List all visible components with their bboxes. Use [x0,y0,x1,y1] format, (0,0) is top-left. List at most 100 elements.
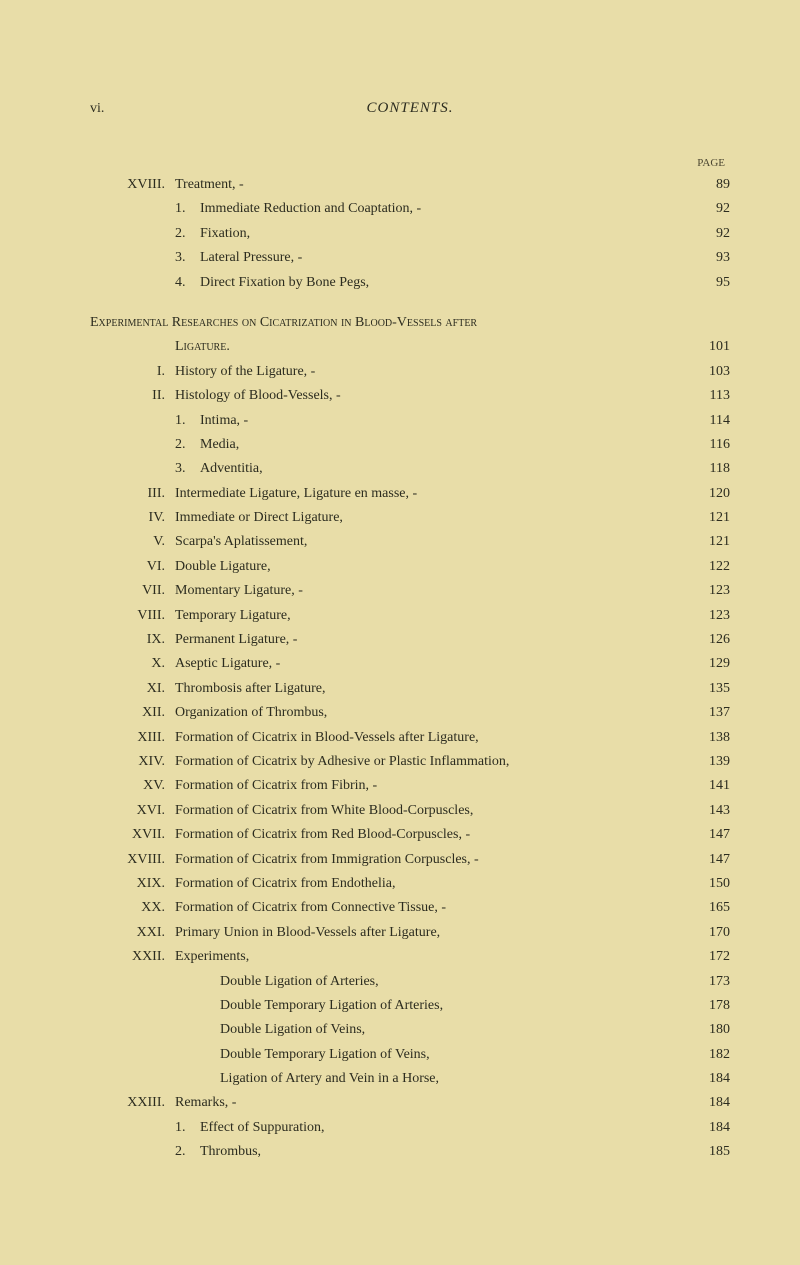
entry-text: Remarks, - [175,1092,685,1114]
entry-page: 172 [685,946,730,968]
entry-text: Formation of Cicatrix from White Blood-C… [175,800,685,822]
sub-entry: Double Temporary Ligation of Arteries,17… [220,995,730,1017]
entry-page: 150 [685,873,730,895]
entry-page: 184 [685,1068,730,1090]
sub-num: 2. [175,223,200,245]
entry-roman: X. [90,653,175,675]
entry-page: 184 [685,1092,730,1114]
toc-entry: XVI.Formation of Cicatrix from White Blo… [90,800,730,822]
entry-text: Histology of Blood-Vessels, - [175,385,685,407]
page-column-label: PAGE [90,157,730,169]
entry-roman: I. [90,361,175,383]
entry-page: 138 [685,727,730,749]
section-line2: Ligature. [175,336,685,358]
sub-entry: 2. Thrombus, 185 [175,1141,730,1163]
toc-entry: XX.Formation of Cicatrix from Connective… [90,897,730,919]
entry-page: 95 [685,272,730,294]
entry-roman: XIV. [90,751,175,773]
entry-page: 147 [685,849,730,871]
entry-roman: VIII. [90,605,175,627]
entry-roman: XII. [90,702,175,724]
toc-entry: XVIII. Treatment, - 89 [90,174,730,196]
entry-page: 173 [685,971,730,993]
entry-page: 137 [685,702,730,724]
entry-roman: IV. [90,507,175,529]
entry-text: Temporary Ligature, [175,605,685,627]
toc-entry: XXI.Primary Union in Blood-Vessels after… [90,922,730,944]
toc-entry: XXIII. Remarks, - 184 [90,1092,730,1114]
entry-text: Intermediate Ligature, Ligature en masse… [175,483,685,505]
sub-text: Media, [200,434,685,456]
sub-num: 4. [175,272,200,294]
sub-num: 3. [175,458,200,480]
entry-text: Formation of Cicatrix from Fibrin, - [175,775,685,797]
entry-roman: XVIII. [90,849,175,871]
toc-entry: IX.Permanent Ligature, -126 [90,629,730,651]
entry-roman: XXII. [90,946,175,968]
entry-text: History of the Ligature, - [175,361,685,383]
entry-page: 103 [685,361,730,383]
sub-text: Immediate Reduction and Coaptation, - [200,198,685,220]
entry-roman: XI. [90,678,175,700]
entry-roman: XXIII. [90,1092,175,1114]
toc-entry: XVII.Formation of Cicatrix from Red Bloo… [90,824,730,846]
entry-page: 121 [685,507,730,529]
sub-text: Thrombus, [200,1141,685,1163]
entry-text: Formation of Cicatrix in Blood-Vessels a… [175,727,685,749]
sub-text: Adventitia, [200,458,685,480]
entry-roman: VI. [90,556,175,578]
entry-page: 120 [685,483,730,505]
sub-text: Double Temporary Ligation of Veins, [220,1044,685,1066]
toc-entry: XV.Formation of Cicatrix from Fibrin, -1… [90,775,730,797]
entry-text: Scarpa's Aplatissement, [175,531,685,553]
sub-entry: 3. Adventitia, 118 [175,458,730,480]
entry-page: 185 [685,1141,730,1163]
toc-entry: XIII.Formation of Cicatrix in Blood-Vess… [90,727,730,749]
entry-page: 129 [685,653,730,675]
section-header-line2: Ligature. 101 [90,336,730,358]
entry-roman: III. [90,483,175,505]
entry-text: Momentary Ligature, - [175,580,685,602]
entry-roman: XV. [90,775,175,797]
toc-entry: XI.Thrombosis after Ligature,135 [90,678,730,700]
entry-page: 123 [685,580,730,602]
entry-text: Primary Union in Blood-Vessels after Lig… [175,922,685,944]
entry-page: 178 [685,995,730,1017]
sub-entry: 2. Fixation, 92 [175,223,730,245]
entry-text: Formation of Cicatrix from Endothelia, [175,873,685,895]
entry-text: Formation of Cicatrix from Red Blood-Cor… [175,824,685,846]
sub-entry: 1. Effect of Suppuration, 184 [175,1117,730,1139]
toc-entry: IV.Immediate or Direct Ligature,121 [90,507,730,529]
sub-num: 1. [175,198,200,220]
toc-entry: VI.Double Ligature,122 [90,556,730,578]
entry-page: 118 [685,458,730,480]
sub-text: Lateral Pressure, - [200,247,685,269]
entry-page: 139 [685,751,730,773]
sub-entry: Double Ligation of Arteries,173 [220,971,730,993]
toc-entry: XXII.Experiments,172 [90,946,730,968]
toc-entry: V.Scarpa's Aplatissement,121 [90,531,730,553]
entry-page: 121 [685,531,730,553]
sub-num: 1. [175,1117,200,1139]
entry-text: Immediate or Direct Ligature, [175,507,685,529]
sub-text: Double Temporary Ligation of Arteries, [220,995,685,1017]
section-header: Experimental Researches on Cicatrization… [90,312,730,334]
entry-page: 92 [685,223,730,245]
entry-roman: XVIII. [90,174,175,196]
entry-page: 123 [685,605,730,627]
entry-page: 165 [685,897,730,919]
entry-page: 116 [685,434,730,456]
sub-text: Ligation of Artery and Vein in a Horse, [220,1068,685,1090]
sub-entry: 1. Intima, - 114 [175,410,730,432]
entry-text: Treatment, - [175,174,685,196]
entry-page: 180 [685,1019,730,1041]
sub-num: 1. [175,410,200,432]
sub-text: Fixation, [200,223,685,245]
toc-entry: X.Aseptic Ligature, -129 [90,653,730,675]
sub-text: Intima, - [200,410,685,432]
entry-page: 93 [685,247,730,269]
entry-page: 170 [685,922,730,944]
entry-roman: XX. [90,897,175,919]
entry-roman: XVII. [90,824,175,846]
entry-page: 89 [685,174,730,196]
